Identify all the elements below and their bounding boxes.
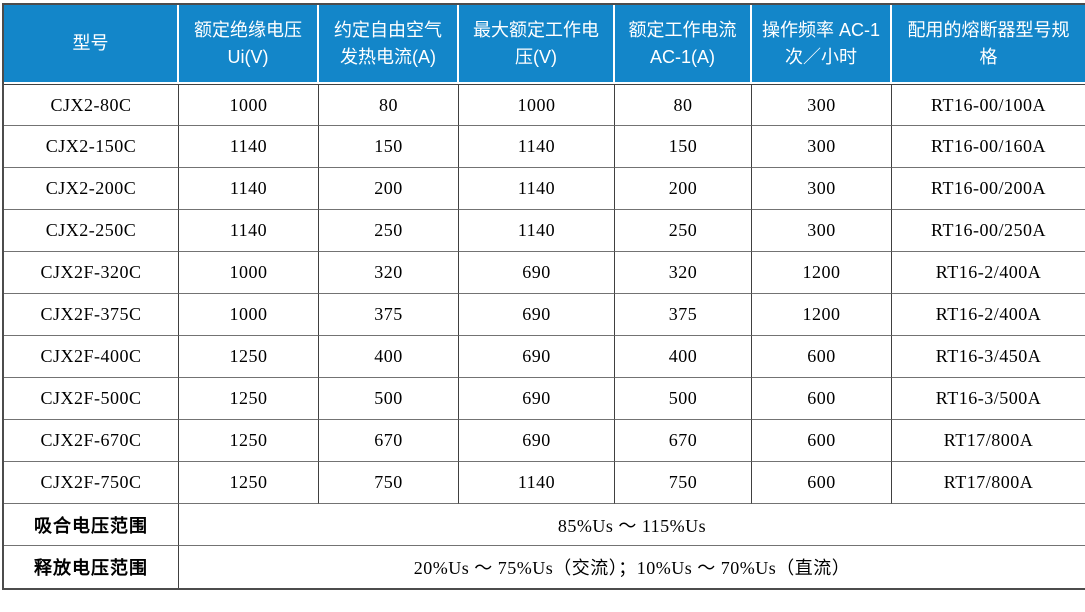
table-row: CJX2-150C 1140 150 1140 150 300 RT16-00/160A bbox=[4, 126, 1085, 168]
value-cell: RT16-3/450A bbox=[892, 336, 1085, 378]
value-cell: 690 bbox=[459, 294, 615, 336]
footer-row: 吸合电压范围 85%Us ～ 115%Us bbox=[4, 504, 1085, 546]
value-cell: RT16-00/200A bbox=[892, 168, 1085, 210]
model-cell: CJX2F-400C bbox=[4, 336, 179, 378]
value-cell: 1250 bbox=[179, 336, 319, 378]
value-cell: 1000 bbox=[179, 294, 319, 336]
value-cell: RT17/800A bbox=[892, 420, 1085, 462]
value-cell: 300 bbox=[752, 210, 892, 252]
value-cell: 1140 bbox=[459, 462, 615, 504]
value-cell: 400 bbox=[319, 336, 459, 378]
contactor-spec-table: 型号 额定绝缘电压 Ui(V) 约定自由空气发热电流(A) 最大额定工作电压(V) 额定… bbox=[2, 3, 1085, 590]
value-cell: 250 bbox=[319, 210, 459, 252]
model-cell: CJX2F-670C bbox=[4, 420, 179, 462]
value-cell: 670 bbox=[615, 420, 752, 462]
model-cell: CJX2-150C bbox=[4, 126, 179, 168]
model-cell: CJX2F-750C bbox=[4, 462, 179, 504]
value-cell: 1000 bbox=[179, 252, 319, 294]
value-cell: 1200 bbox=[752, 294, 892, 336]
footer-value-cell: 20%Us ～ 75%Us（交流）；10%Us ～ 70%Us（直流） bbox=[413, 558, 851, 578]
column-header-3: 最大额定工作电压(V) bbox=[459, 5, 615, 84]
value-cell: 200 bbox=[319, 168, 459, 210]
footer-label-cell: 吸合电压范围 bbox=[4, 504, 179, 546]
value-cell: RT16-2/400A bbox=[892, 252, 1085, 294]
value-cell: 320 bbox=[319, 252, 459, 294]
model-cell: CJX2-250C bbox=[4, 210, 179, 252]
column-header-1: 额定绝缘电压 Ui(V) bbox=[179, 5, 319, 84]
spec-table-body: CJX2-80C 1000 80 1000 80 300 RT16-00/100A CJX2-… bbox=[4, 84, 1085, 588]
model-cell: CJX2F-320C bbox=[4, 252, 179, 294]
value-cell: 300 bbox=[752, 168, 892, 210]
table-row: CJX2F-750C 1250 750 1140 750 600 RT17/800A bbox=[4, 462, 1085, 504]
value-cell: 690 bbox=[459, 420, 615, 462]
value-cell: 200 bbox=[615, 168, 752, 210]
table-row: CJX2F-500C 1250 500 690 500 600 RT16-3/500A bbox=[4, 378, 1085, 420]
column-header-2: 约定自由空气发热电流(A) bbox=[319, 5, 459, 84]
model-cell: CJX2-200C bbox=[4, 168, 179, 210]
value-cell: 1140 bbox=[459, 126, 615, 168]
value-cell: 300 bbox=[752, 84, 892, 126]
value-cell: 150 bbox=[319, 126, 459, 168]
table-row: CJX2F-400C 1250 400 690 400 600 RT16-3/450A bbox=[4, 336, 1085, 378]
value-cell: 320 bbox=[615, 252, 752, 294]
value-cell: 300 bbox=[752, 126, 892, 168]
model-cell: CJX2-80C bbox=[4, 84, 179, 126]
value-cell: 690 bbox=[459, 378, 615, 420]
column-header-0: 型号 bbox=[4, 5, 179, 84]
value-cell: 1200 bbox=[752, 252, 892, 294]
value-cell: RT16-00/100A bbox=[892, 84, 1085, 126]
value-cell: 375 bbox=[319, 294, 459, 336]
value-cell: 400 bbox=[615, 336, 752, 378]
value-cell: 80 bbox=[319, 84, 459, 126]
value-cell: 1140 bbox=[179, 210, 319, 252]
value-cell: RT16-00/250A bbox=[892, 210, 1085, 252]
footer-value-cell: 85%Us ～ 115%Us bbox=[179, 504, 1085, 546]
table-row: CJX2-200C 1140 200 1140 200 300 RT16-00/200A bbox=[4, 168, 1085, 210]
value-cell: 150 bbox=[615, 126, 752, 168]
table-row: CJX2-250C 1140 250 1140 250 300 RT16-00/250A bbox=[4, 210, 1085, 252]
value-cell: 375 bbox=[615, 294, 752, 336]
value-cell: 1000 bbox=[459, 84, 615, 126]
model-cell: CJX2F-500C bbox=[4, 378, 179, 420]
value-cell: 670 bbox=[319, 420, 459, 462]
value-cell: 690 bbox=[459, 336, 615, 378]
value-cell: 1140 bbox=[179, 168, 319, 210]
value-cell: 750 bbox=[319, 462, 459, 504]
value-cell: 1140 bbox=[459, 210, 615, 252]
value-cell: RT16-00/160A bbox=[892, 126, 1085, 168]
value-cell: 690 bbox=[459, 252, 615, 294]
column-header-6: 配用的熔断器型号规格 bbox=[892, 5, 1085, 84]
table-row: CJX2-80C 1000 80 1000 80 300 RT16-00/100A bbox=[4, 84, 1085, 126]
value-cell: 1250 bbox=[179, 462, 319, 504]
value-cell: 1250 bbox=[179, 378, 319, 420]
value-cell: 500 bbox=[615, 378, 752, 420]
value-cell: 1250 bbox=[179, 420, 319, 462]
value-cell: 1140 bbox=[459, 168, 615, 210]
value-cell: 600 bbox=[752, 420, 892, 462]
value-cell: 600 bbox=[752, 336, 892, 378]
header-row: 型号 额定绝缘电压 Ui(V) 约定自由空气发热电流(A) 最大额定工作电压(V) 额定… bbox=[4, 5, 1085, 84]
table-row: CJX2F-375C 1000 375 690 375 1200 RT16-2/400A bbox=[4, 294, 1085, 336]
value-cell: 600 bbox=[752, 378, 892, 420]
value-cell: RT17/800A bbox=[892, 462, 1085, 504]
column-header-4: 额定工作电流 AC-1(A) bbox=[615, 5, 752, 84]
value-cell: 80 bbox=[615, 84, 752, 126]
value-cell: RT16-3/500A bbox=[892, 378, 1085, 420]
footer-row: 释放电压范围 20%Us ～ 75%Us（交流）；10%Us ～ 70%Us（直流… bbox=[4, 546, 1085, 588]
value-cell: 500 bbox=[319, 378, 459, 420]
value-cell: 600 bbox=[752, 462, 892, 504]
model-cell: CJX2F-375C bbox=[4, 294, 179, 336]
table-row: CJX2F-320C 1000 320 690 320 1200 RT16-2/400A bbox=[4, 252, 1085, 294]
value-cell: 750 bbox=[615, 462, 752, 504]
value-cell: RT16-2/400A bbox=[892, 294, 1085, 336]
value-cell: 1140 bbox=[179, 126, 319, 168]
spec-table-header: 型号 额定绝缘电压 Ui(V) 约定自由空气发热电流(A) 最大额定工作电压(V) 额定… bbox=[4, 5, 1085, 84]
value-cell: 250 bbox=[615, 210, 752, 252]
value-cell: 1000 bbox=[179, 84, 319, 126]
footer-label-cell: 释放电压范围 bbox=[4, 546, 179, 588]
table-row: CJX2F-670C 1250 670 690 670 600 RT17/800A bbox=[4, 420, 1085, 462]
column-header-5: 操作频率 AC-1 次／小时 bbox=[752, 5, 892, 84]
